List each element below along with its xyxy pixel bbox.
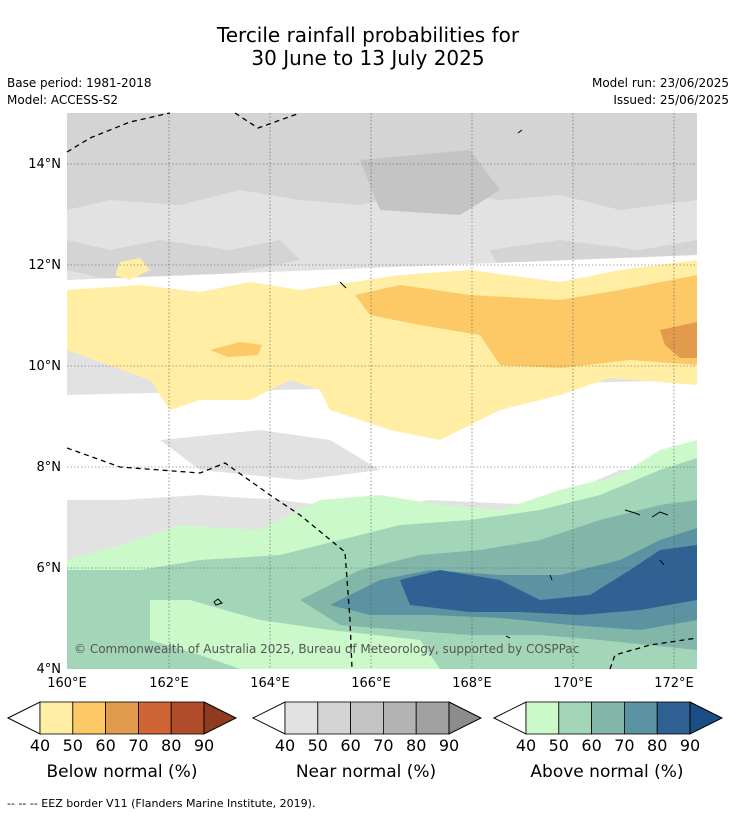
above-normal-label: Above normal (%) [530, 762, 684, 782]
colorbar-tick-label: 50 [63, 736, 83, 755]
colorbar-tick-label: 70 [373, 736, 393, 755]
lat-label: 10°N [28, 359, 61, 374]
colorbar-tick-label: 40 [516, 736, 536, 755]
lat-label: 4°N [37, 662, 62, 677]
colorbar-tick-label: 50 [308, 736, 328, 755]
map-title-line1: Tercile rainfall probabilities for [216, 23, 520, 47]
colorbar-segment [170, 701, 205, 735]
model-run-text: Model run: 23/06/2025 [591, 76, 729, 90]
colorbar-segment [558, 701, 592, 735]
lat-label: 6°N [37, 561, 62, 576]
colorbar-near-normal: 40 50 60 70 80 90 [251, 701, 483, 755]
near-normal-label: Near normal (%) [295, 762, 437, 782]
model-text: Model: ACCESS-S2 [7, 93, 119, 107]
colorbar-segment [317, 701, 351, 735]
colorbar-tick-label: 40 [275, 736, 295, 755]
lon-label: 168°E [452, 676, 492, 691]
colorbar-segment [39, 701, 74, 735]
colorbar-tick-label: 80 [161, 736, 181, 755]
base-period-text: Base period: 1981-2018 [7, 76, 152, 90]
colorbar-extension-high [689, 701, 724, 735]
colorbar-below-normal: 40 50 60 70 80 90 [6, 701, 238, 755]
colorbar-above-normal: 40 50 60 70 80 90 [492, 701, 724, 755]
colorbar-extension-high [203, 701, 238, 735]
colorbar-extension-low [6, 701, 41, 735]
lon-label: 172°E [654, 676, 694, 691]
longitude-labels: 160°E 162°E 164°E 166°E 168°E 170°E 172°… [47, 676, 694, 691]
eez-footnote: -- -- -- EEZ border V11 (Flanders Marine… [7, 797, 316, 810]
lon-label: 170°E [553, 676, 593, 691]
colorbar-segment [350, 701, 384, 735]
colorbar-segment [415, 701, 450, 735]
colorbar-segment [284, 701, 319, 735]
colorbar-segment [656, 701, 691, 735]
lon-label: 166°E [351, 676, 391, 691]
copyright-text: © Commonwealth of Australia 2025, Bureau… [74, 642, 579, 656]
map-gridlines [67, 113, 697, 669]
colorbar-tick-label: 90 [680, 736, 700, 755]
lat-label: 12°N [28, 258, 61, 273]
colorbar-tick-label: 40 [30, 736, 50, 755]
lat-label: 14°N [28, 157, 61, 172]
colorbar-segment [105, 701, 139, 735]
lon-label: 160°E [47, 676, 87, 691]
map-title-line2: 30 June to 13 July 2025 [251, 46, 485, 70]
colorbar-tick-label: 50 [549, 736, 569, 755]
colorbar-segment [137, 701, 172, 735]
lat-label: 8°N [37, 460, 62, 475]
colorbar-tick-label: 60 [340, 736, 360, 755]
colorbar-extension-low [492, 701, 527, 735]
colorbar-tick-label: 90 [194, 736, 214, 755]
colorbar-tick-label: 90 [439, 736, 459, 755]
colorbar-tick-label: 70 [128, 736, 148, 755]
colorbar-tick-label: 80 [647, 736, 667, 755]
colorbar-tick-label: 60 [581, 736, 601, 755]
colorbar-segment [382, 701, 417, 735]
issued-text: Issued: 25/06/2025 [613, 93, 729, 107]
island-outlines [213, 129, 669, 639]
colorbar-segment [624, 701, 658, 735]
eez-borders [66, 112, 698, 670]
below-normal-label: Below normal (%) [46, 762, 198, 782]
colorbar-segment [72, 701, 107, 735]
lon-label: 164°E [250, 676, 290, 691]
lon-label: 162°E [149, 676, 189, 691]
colorbar-segment [591, 701, 625, 735]
colorbar-extension-high [448, 701, 483, 735]
colorbar-extension-low [251, 701, 286, 735]
colorbar-tick-label: 60 [95, 736, 115, 755]
latitude-labels: 14°N 12°N 10°N 8°N 6°N 4°N [28, 157, 61, 677]
colorbar-tick-label: 80 [406, 736, 426, 755]
probability-field [67, 113, 697, 669]
colorbar-segment [525, 701, 560, 735]
colorbar-tick-label: 70 [614, 736, 634, 755]
